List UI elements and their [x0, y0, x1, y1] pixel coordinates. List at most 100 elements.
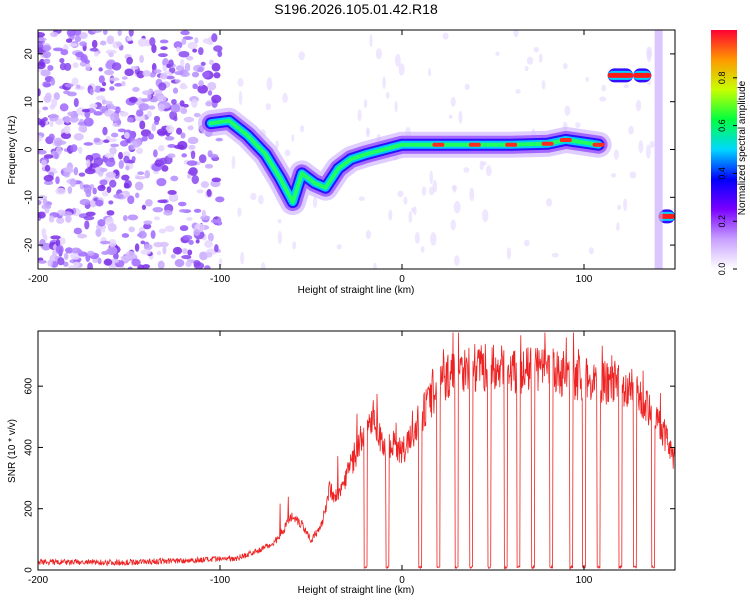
snr-series-line	[38, 332, 675, 570]
noise-speckle	[59, 237, 66, 245]
noise-speckle	[408, 211, 413, 224]
noise-speckle	[99, 167, 108, 173]
noise-speckle	[240, 251, 245, 265]
noise-speckle	[43, 58, 51, 65]
noise-speckle	[38, 259, 47, 264]
noise-speckle	[105, 171, 117, 178]
snr-y-tick-label: 400	[24, 439, 35, 456]
noise-speckle	[126, 117, 135, 123]
noise-speckle	[127, 266, 133, 269]
noise-speckle	[117, 30, 122, 37]
noise-speckle	[130, 65, 139, 70]
noise-speckle	[388, 209, 393, 221]
noise-speckle	[201, 209, 206, 218]
noise-speckle	[84, 220, 90, 230]
noise-speckle	[89, 88, 94, 96]
noise-speckle	[41, 203, 52, 210]
noise-speckle	[94, 51, 99, 57]
noise-speckle	[453, 200, 461, 214]
noise-speckle	[149, 72, 156, 78]
noise-speckle	[192, 83, 198, 90]
noise-speckle	[533, 46, 539, 53]
noise-speckle	[42, 117, 48, 122]
noise-speckle	[106, 186, 112, 194]
hot-spot	[432, 142, 445, 147]
noise-speckle	[101, 190, 109, 197]
bright-segment	[633, 72, 652, 78]
noise-speckle	[366, 128, 370, 135]
snr-y-tick-label: 200	[24, 500, 35, 517]
noise-speckle	[69, 178, 77, 187]
noise-speckle	[109, 86, 115, 91]
noise-speckle	[151, 63, 157, 72]
noise-speckle	[187, 41, 198, 50]
noise-speckle	[166, 75, 175, 80]
noise-speckle	[140, 249, 152, 255]
noise-speckle	[180, 58, 185, 67]
noise-speckle	[108, 138, 117, 143]
noise-speckle	[139, 55, 144, 64]
noise-speckle	[97, 184, 106, 192]
noise-speckle	[260, 262, 266, 269]
noise-speckle	[375, 48, 383, 60]
noise-speckle	[170, 175, 179, 182]
noise-speckle	[646, 46, 653, 59]
noise-speckle	[363, 99, 368, 109]
noise-speckle	[115, 41, 122, 47]
noise-speckle	[179, 100, 185, 107]
noise-speckle	[208, 153, 219, 158]
snr-x-tick-label: 0	[399, 575, 405, 586]
noise-speckle	[179, 225, 189, 232]
noise-speckle	[70, 144, 78, 153]
noise-speckle	[128, 30, 134, 37]
noise-speckle	[126, 36, 133, 42]
noise-speckle	[55, 239, 61, 247]
noise-speckle	[197, 67, 204, 73]
noise-speckle	[191, 71, 200, 78]
noise-speckle	[485, 165, 492, 177]
noise-speckle	[121, 80, 126, 87]
noise-speckle	[49, 31, 59, 38]
noise-speckle	[266, 77, 273, 91]
noise-speckle	[464, 83, 470, 91]
noise-speckle	[121, 174, 130, 181]
noise-speckle	[142, 70, 151, 77]
noise-speckle	[213, 72, 221, 79]
noise-speckle	[79, 41, 88, 47]
noise-speckle	[298, 51, 305, 61]
noise-speckle	[451, 185, 458, 190]
noise-speckle	[200, 61, 206, 67]
noise-speckle	[204, 265, 211, 269]
snr-x-tick-label: 100	[576, 575, 593, 586]
noise-speckle	[97, 257, 102, 265]
noise-speckle	[170, 254, 176, 259]
noise-speckle	[179, 208, 187, 213]
noise-speckle	[39, 238, 46, 248]
noise-speckle	[110, 143, 120, 148]
noise-speckle	[131, 258, 141, 267]
noise-speckle	[55, 176, 60, 185]
noise-speckle	[62, 261, 69, 267]
noise-speckle	[211, 33, 218, 43]
noise-speckle	[111, 62, 122, 71]
noise-speckle	[62, 166, 74, 172]
noise-speckle	[57, 257, 65, 266]
noise-speckle	[192, 48, 198, 53]
noise-speckle	[411, 207, 415, 213]
noise-speckle	[183, 116, 195, 123]
noise-speckle	[38, 88, 41, 97]
noise-speckle	[217, 216, 222, 225]
noise-speckle	[158, 82, 167, 91]
noise-speckle	[73, 227, 83, 235]
noise-speckle	[65, 247, 73, 254]
noise-speckle	[211, 94, 222, 104]
noise-speckle	[174, 144, 185, 150]
noise-speckle	[186, 216, 193, 221]
noise-speckle	[495, 51, 500, 56]
noise-speckle	[76, 84, 81, 89]
noise-speckle	[71, 77, 79, 86]
noise-speckle	[442, 32, 449, 40]
noise-speckle	[599, 96, 607, 102]
noise-speckle	[162, 245, 167, 255]
